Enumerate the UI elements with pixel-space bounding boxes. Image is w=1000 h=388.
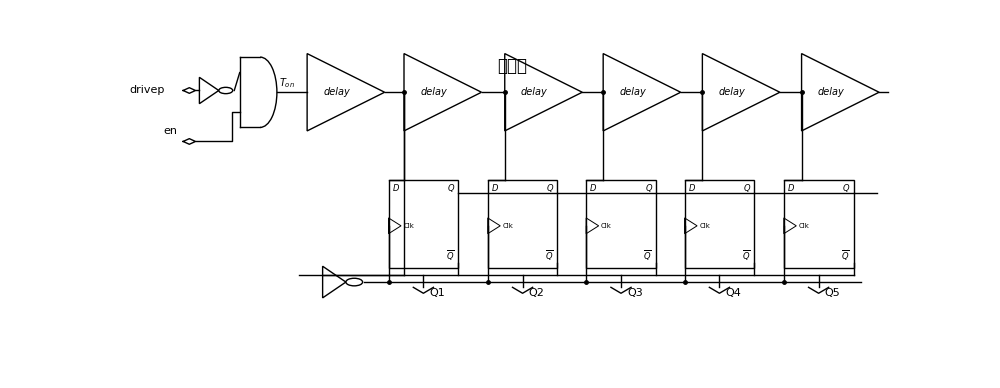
Text: D: D xyxy=(392,184,399,193)
Text: Clk: Clk xyxy=(799,223,810,229)
Bar xyxy=(685,180,754,268)
Text: Q: Q xyxy=(448,184,454,193)
Text: Clk: Clk xyxy=(601,223,612,229)
Text: Q3: Q3 xyxy=(627,288,643,298)
Text: Q: Q xyxy=(645,184,652,193)
Text: en: en xyxy=(164,126,178,136)
Text: Q1: Q1 xyxy=(430,288,445,298)
Text: delay: delay xyxy=(818,87,844,97)
Bar xyxy=(586,180,656,268)
Text: delay: delay xyxy=(323,87,350,97)
Text: $\overline{Q}$: $\overline{Q}$ xyxy=(545,248,554,263)
Text: Clk: Clk xyxy=(503,223,513,229)
Text: $T_{on}$: $T_{on}$ xyxy=(279,76,295,90)
Text: $\overline{Q}$: $\overline{Q}$ xyxy=(841,248,850,263)
Text: Q5: Q5 xyxy=(825,288,841,298)
Text: D: D xyxy=(688,184,695,193)
Text: $\overline{Q}$: $\overline{Q}$ xyxy=(643,248,652,263)
Text: 延迟链: 延迟链 xyxy=(498,57,528,75)
Bar xyxy=(388,180,458,268)
Text: drivep: drivep xyxy=(129,85,164,95)
Text: $\overline{Q}$: $\overline{Q}$ xyxy=(742,248,750,263)
Text: delay: delay xyxy=(619,87,646,97)
Text: Q4: Q4 xyxy=(726,288,742,298)
Text: Q: Q xyxy=(843,184,850,193)
Text: delay: delay xyxy=(420,87,447,97)
Text: Clk: Clk xyxy=(699,223,710,229)
Text: D: D xyxy=(492,184,498,193)
Text: delay: delay xyxy=(718,87,745,97)
Text: Clk: Clk xyxy=(403,223,414,229)
Text: $\overline{Q}$: $\overline{Q}$ xyxy=(446,248,454,263)
Text: Q: Q xyxy=(744,184,750,193)
Text: D: D xyxy=(788,184,794,193)
Bar xyxy=(488,180,557,268)
Text: Q2: Q2 xyxy=(529,288,545,298)
Bar xyxy=(784,180,854,268)
Text: delay: delay xyxy=(521,87,548,97)
Text: D: D xyxy=(590,184,596,193)
Text: Q: Q xyxy=(547,184,554,193)
